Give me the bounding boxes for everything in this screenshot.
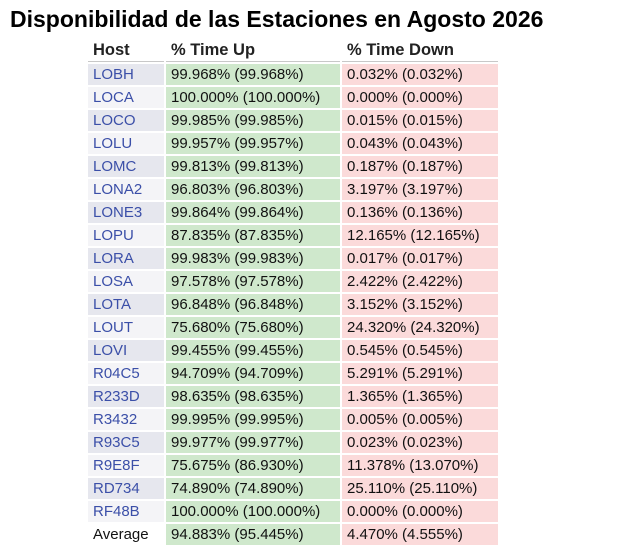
host-link[interactable]: LOCA bbox=[88, 87, 164, 108]
host-link[interactable]: R04C5 bbox=[88, 363, 164, 384]
time-up-cell: 96.848% (96.848%) bbox=[166, 294, 340, 315]
time-up-cell: 99.983% (99.983%) bbox=[166, 248, 340, 269]
table-row: R9E8F 75.675% (86.930%) 11.378% (13.070%) bbox=[88, 455, 498, 476]
host-link[interactable]: LOCO bbox=[88, 110, 164, 131]
time-up-cell: 99.985% (99.985%) bbox=[166, 110, 340, 131]
host-link[interactable]: LOVI bbox=[88, 340, 164, 361]
table-row: LONA2 96.803% (96.803%) 3.197% (3.197%) bbox=[88, 179, 498, 200]
time-up-cell: 87.835% (87.835%) bbox=[166, 225, 340, 246]
table-header-row: Host % Time Up % Time Down bbox=[88, 41, 498, 62]
table-row: R3432 99.995% (99.995%) 0.005% (0.005%) bbox=[88, 409, 498, 430]
table-row: LOBH 99.968% (99.968%) 0.032% (0.032%) bbox=[88, 64, 498, 85]
time-up-cell: 99.995% (99.995%) bbox=[166, 409, 340, 430]
time-up-cell: 99.977% (99.977%) bbox=[166, 432, 340, 453]
average-time-down-cell: 4.470% (4.555%) bbox=[342, 524, 498, 545]
host-link[interactable]: LONA2 bbox=[88, 179, 164, 200]
host-link[interactable]: LOPU bbox=[88, 225, 164, 246]
table-row: LOLU 99.957% (99.957%) 0.043% (0.043%) bbox=[88, 133, 498, 154]
availability-table: Host % Time Up % Time Down LOBH 99.968% (… bbox=[86, 39, 500, 547]
host-link[interactable]: R233D bbox=[88, 386, 164, 407]
table-row: LOVI 99.455% (99.455%) 0.545% (0.545%) bbox=[88, 340, 498, 361]
time-down-cell: 24.320% (24.320%) bbox=[342, 317, 498, 338]
time-down-cell: 5.291% (5.291%) bbox=[342, 363, 498, 384]
time-down-cell: 0.187% (0.187%) bbox=[342, 156, 498, 177]
time-down-cell: 0.005% (0.005%) bbox=[342, 409, 498, 430]
table-row: LONE3 99.864% (99.864%) 0.136% (0.136%) bbox=[88, 202, 498, 223]
time-down-cell: 3.152% (3.152%) bbox=[342, 294, 498, 315]
column-header-time-down: % Time Down bbox=[342, 41, 498, 62]
time-down-cell: 11.378% (13.070%) bbox=[342, 455, 498, 476]
time-up-cell: 100.000% (100.000%) bbox=[166, 87, 340, 108]
time-down-cell: 1.365% (1.365%) bbox=[342, 386, 498, 407]
table-row: LOUT 75.680% (75.680%) 24.320% (24.320%) bbox=[88, 317, 498, 338]
host-link[interactable]: LOLU bbox=[88, 133, 164, 154]
average-row: Average 94.883% (95.445%) 4.470% (4.555%) bbox=[88, 524, 498, 545]
host-link[interactable]: R9E8F bbox=[88, 455, 164, 476]
time-down-cell: 0.015% (0.015%) bbox=[342, 110, 498, 131]
time-up-cell: 98.635% (98.635%) bbox=[166, 386, 340, 407]
time-down-cell: 0.017% (0.017%) bbox=[342, 248, 498, 269]
time-up-cell: 99.957% (99.957%) bbox=[166, 133, 340, 154]
time-up-cell: 94.709% (94.709%) bbox=[166, 363, 340, 384]
table-row: LOTA 96.848% (96.848%) 3.152% (3.152%) bbox=[88, 294, 498, 315]
time-up-cell: 99.968% (99.968%) bbox=[166, 64, 340, 85]
time-down-cell: 3.197% (3.197%) bbox=[342, 179, 498, 200]
table-row: R93C5 99.977% (99.977%) 0.023% (0.023%) bbox=[88, 432, 498, 453]
column-header-host: Host bbox=[88, 41, 164, 62]
time-down-cell: 0.000% (0.000%) bbox=[342, 87, 498, 108]
time-up-cell: 96.803% (96.803%) bbox=[166, 179, 340, 200]
time-up-cell: 100.000% (100.000%) bbox=[166, 501, 340, 522]
host-link[interactable]: LOMC bbox=[88, 156, 164, 177]
table-row: LOSA 97.578% (97.578%) 2.422% (2.422%) bbox=[88, 271, 498, 292]
table-row: LOCA 100.000% (100.000%) 0.000% (0.000%) bbox=[88, 87, 498, 108]
table-body: LOBH 99.968% (99.968%) 0.032% (0.032%) LOCA… bbox=[88, 64, 498, 545]
host-link[interactable]: LORA bbox=[88, 248, 164, 269]
column-header-time-up: % Time Up bbox=[166, 41, 340, 62]
page-title: Disponibilidad de las Estaciones en Agos… bbox=[10, 6, 544, 32]
average-label: Average bbox=[88, 524, 164, 545]
host-link[interactable]: LOBH bbox=[88, 64, 164, 85]
time-down-cell: 25.110% (25.110%) bbox=[342, 478, 498, 499]
time-down-cell: 12.165% (12.165%) bbox=[342, 225, 498, 246]
host-link[interactable]: LONE3 bbox=[88, 202, 164, 223]
table-row: LOCO 99.985% (99.985%) 0.015% (0.015%) bbox=[88, 110, 498, 131]
time-down-cell: 0.545% (0.545%) bbox=[342, 340, 498, 361]
time-up-cell: 75.675% (86.930%) bbox=[166, 455, 340, 476]
table-row: LORA 99.983% (99.983%) 0.017% (0.017%) bbox=[88, 248, 498, 269]
host-link[interactable]: LOTA bbox=[88, 294, 164, 315]
time-down-cell: 0.023% (0.023%) bbox=[342, 432, 498, 453]
host-link[interactable]: RF48B bbox=[88, 501, 164, 522]
host-link[interactable]: R93C5 bbox=[88, 432, 164, 453]
time-up-cell: 74.890% (74.890%) bbox=[166, 478, 340, 499]
host-link[interactable]: LOSA bbox=[88, 271, 164, 292]
host-link[interactable]: RD734 bbox=[88, 478, 164, 499]
host-link[interactable]: LOUT bbox=[88, 317, 164, 338]
time-up-cell: 99.864% (99.864%) bbox=[166, 202, 340, 223]
table-row: RD734 74.890% (74.890%) 25.110% (25.110%) bbox=[88, 478, 498, 499]
time-down-cell: 0.043% (0.043%) bbox=[342, 133, 498, 154]
table-row: RF48B 100.000% (100.000%) 0.000% (0.000%) bbox=[88, 501, 498, 522]
table-row: R04C5 94.709% (94.709%) 5.291% (5.291%) bbox=[88, 363, 498, 384]
time-down-cell: 0.032% (0.032%) bbox=[342, 64, 498, 85]
table-row: LOMC 99.813% (99.813%) 0.187% (0.187%) bbox=[88, 156, 498, 177]
time-up-cell: 99.813% (99.813%) bbox=[166, 156, 340, 177]
time-up-cell: 97.578% (97.578%) bbox=[166, 271, 340, 292]
time-down-cell: 0.136% (0.136%) bbox=[342, 202, 498, 223]
time-down-cell: 0.000% (0.000%) bbox=[342, 501, 498, 522]
time-up-cell: 75.680% (75.680%) bbox=[166, 317, 340, 338]
table-row: LOPU 87.835% (87.835%) 12.165% (12.165%) bbox=[88, 225, 498, 246]
host-link[interactable]: R3432 bbox=[88, 409, 164, 430]
time-up-cell: 99.455% (99.455%) bbox=[166, 340, 340, 361]
average-time-up-cell: 94.883% (95.445%) bbox=[166, 524, 340, 545]
table-row: R233D 98.635% (98.635%) 1.365% (1.365%) bbox=[88, 386, 498, 407]
time-down-cell: 2.422% (2.422%) bbox=[342, 271, 498, 292]
